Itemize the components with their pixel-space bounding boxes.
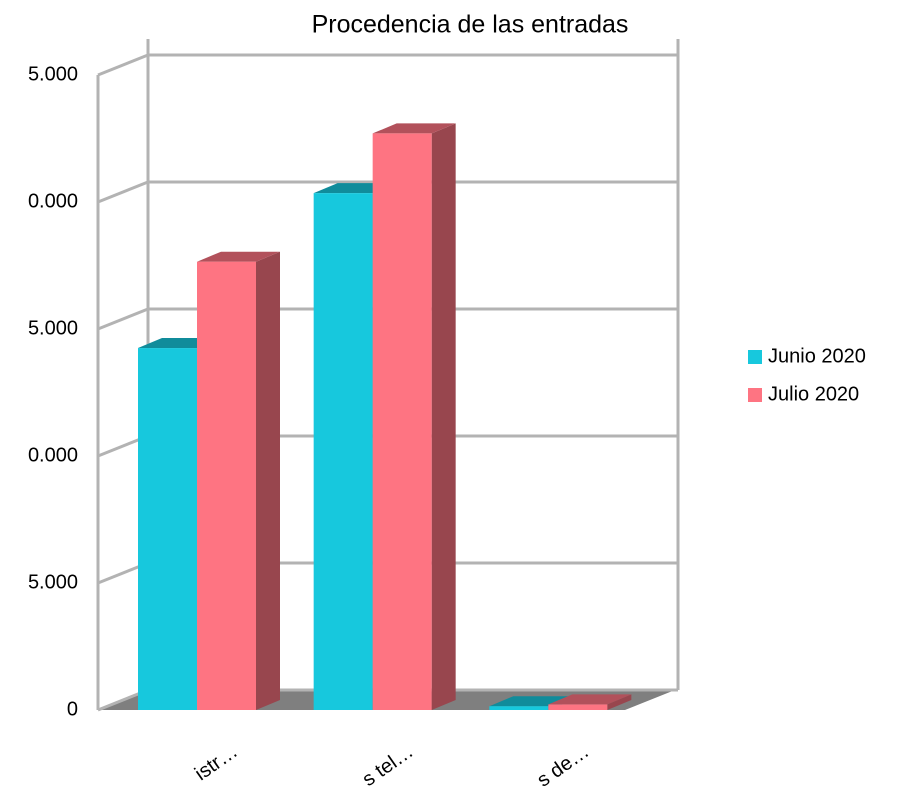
legend-label: Julio 2020 xyxy=(768,383,859,405)
x-tick-label: s tel… xyxy=(359,740,418,790)
grid-line xyxy=(97,53,678,77)
bar-front xyxy=(138,348,197,710)
bar-side xyxy=(256,251,280,710)
legend-swatch xyxy=(748,388,762,402)
bar-side xyxy=(607,694,632,710)
bar-front xyxy=(372,133,432,711)
y-tick-label: 5.000 xyxy=(28,571,78,593)
grid-line xyxy=(97,307,678,331)
y-tick-label: 0.000 xyxy=(28,190,78,212)
bar-front xyxy=(489,706,549,710)
grid-line xyxy=(97,180,678,204)
bar-top xyxy=(197,251,280,262)
legend-swatch xyxy=(748,350,762,364)
bar xyxy=(372,123,456,711)
bar-front xyxy=(197,261,256,710)
chart-title: Procedencia de las entradas xyxy=(312,11,629,39)
bar-side xyxy=(431,123,456,711)
bar xyxy=(548,694,632,710)
x-tick-label: istr… xyxy=(191,740,242,785)
bar-front xyxy=(313,193,373,711)
bar xyxy=(197,251,280,710)
bar-top xyxy=(372,123,456,134)
y-tick-label: 5.000 xyxy=(28,63,78,85)
legend-label: Junio 2020 xyxy=(768,345,866,367)
bar-top xyxy=(548,694,632,705)
x-tick-label: s de… xyxy=(533,740,593,790)
y-tick-label: 0 xyxy=(67,698,78,720)
y-tick-label: 0.000 xyxy=(28,444,78,466)
bar-front xyxy=(548,704,608,710)
y-tick-label: 5.000 xyxy=(28,317,78,339)
